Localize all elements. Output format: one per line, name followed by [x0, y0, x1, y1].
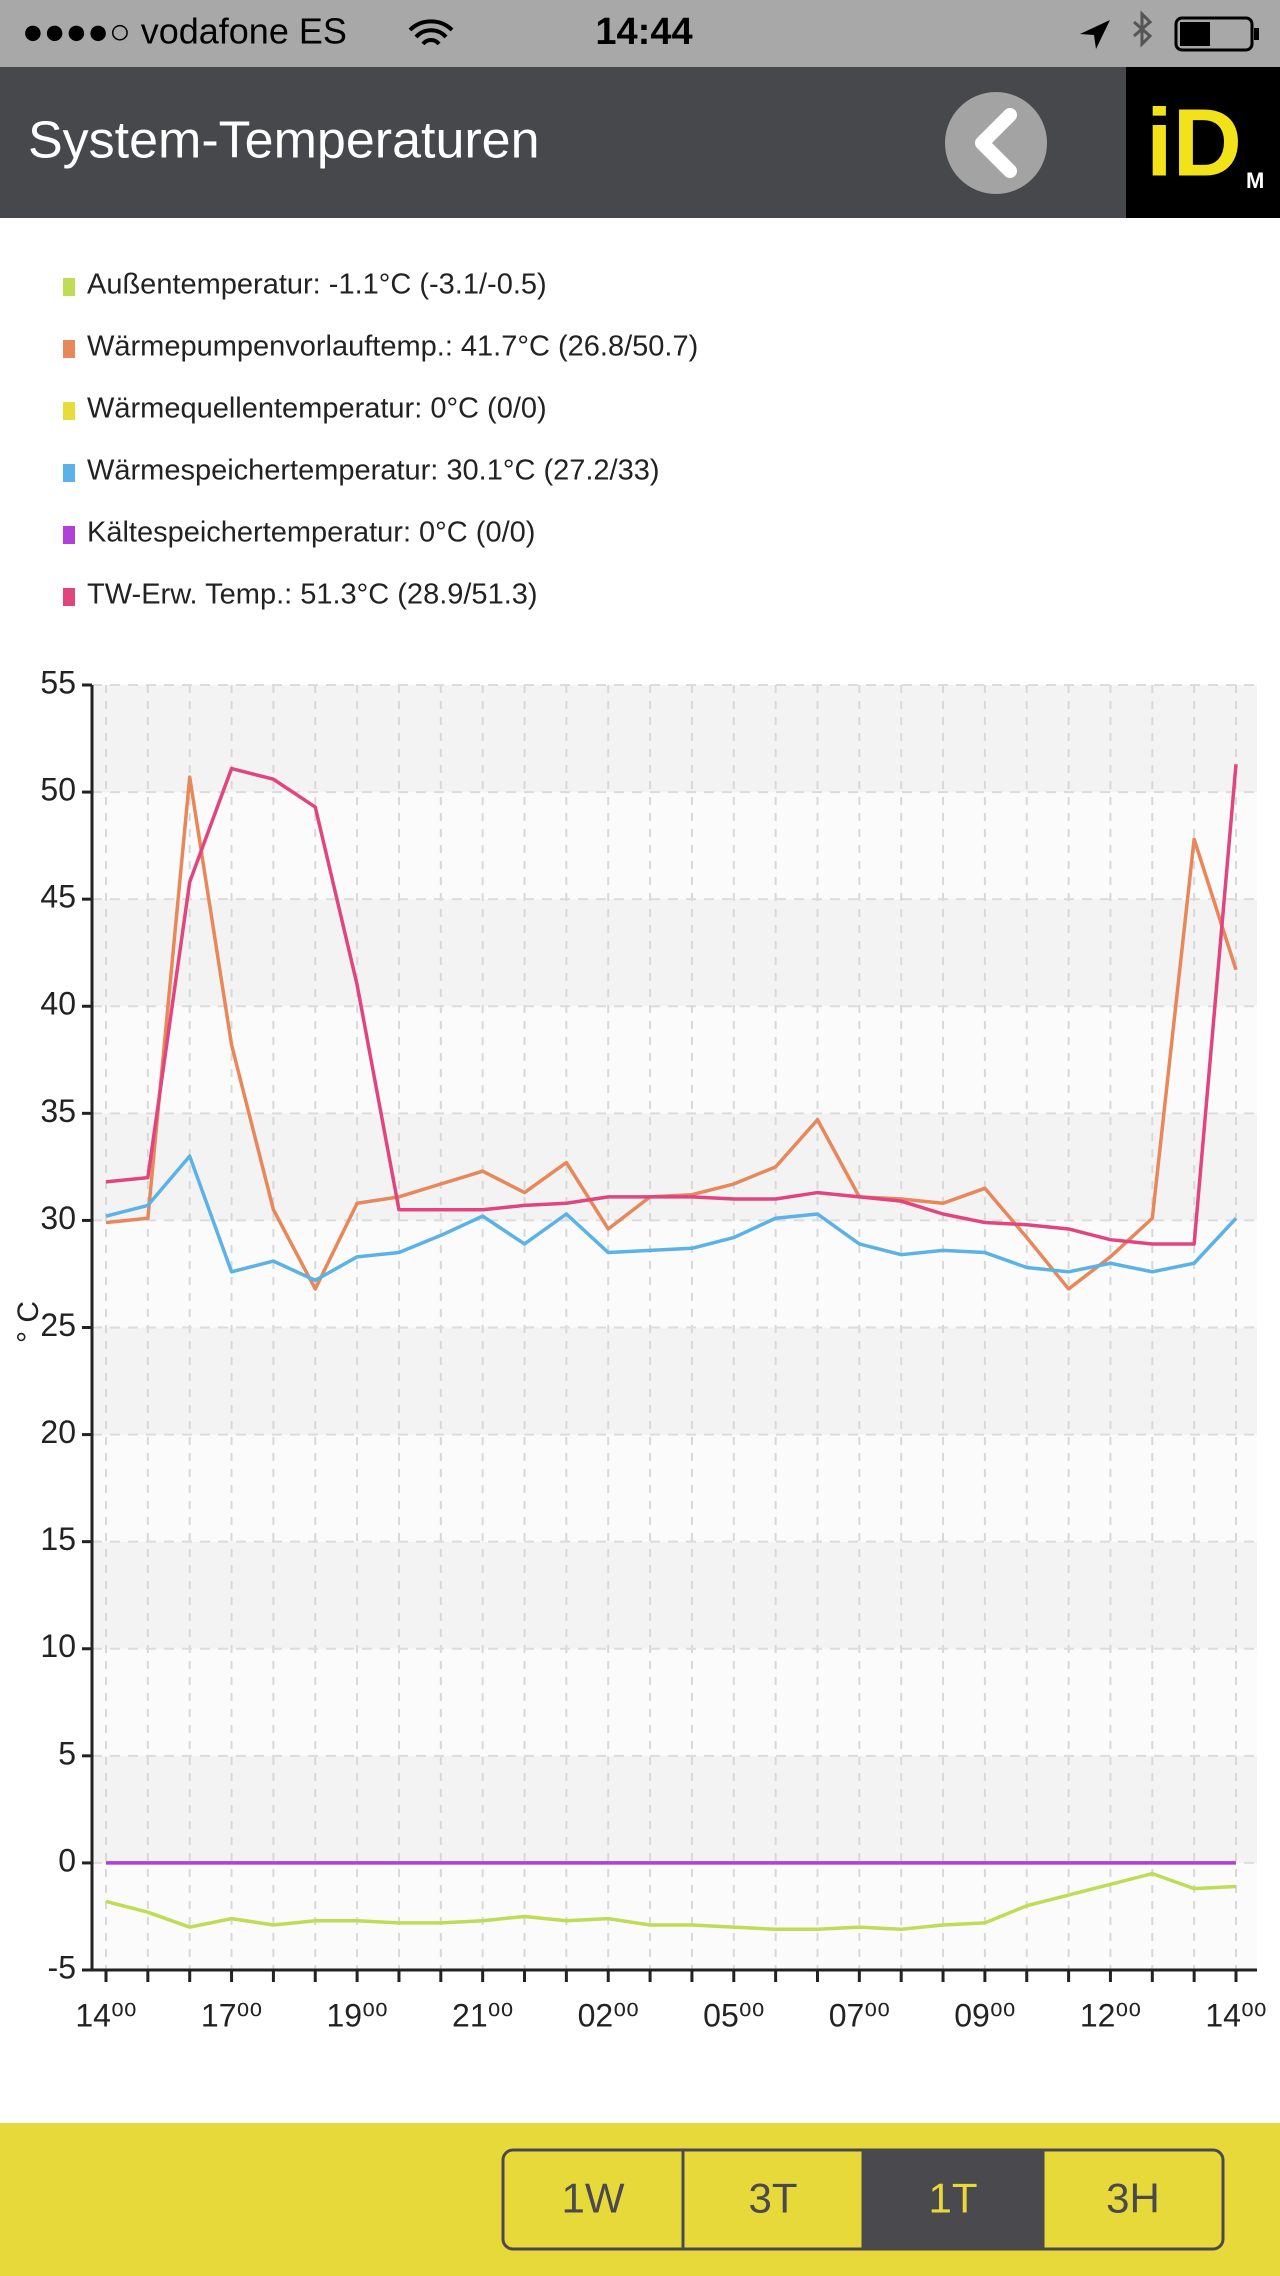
back-arrow — [975, 108, 1017, 178]
x-tick-label: 19⁰⁰ — [326, 1997, 387, 2033]
x-tick-label: 17⁰⁰ — [201, 1997, 262, 2033]
battery-level — [1180, 22, 1210, 46]
plot-band — [92, 1541, 1257, 1649]
y-tick-label: 5 — [58, 1735, 76, 1771]
legend-label: Wärmespeichertemperatur: 30.1°C (27.2/33… — [87, 455, 660, 487]
battery-tip — [1254, 28, 1259, 40]
legend-label: TW-Erw. Temp.: 51.3°C (28.9/51.3) — [87, 579, 538, 611]
logo-text: iD — [1146, 89, 1242, 196]
y-tick-label: 15 — [40, 1521, 76, 1557]
location-icon — [1080, 20, 1110, 49]
plot-band — [92, 1220, 1257, 1328]
plot-band — [92, 1327, 1257, 1435]
header — [0, 67, 1280, 218]
logo — [1126, 67, 1280, 218]
y-tick-label: 55 — [40, 664, 76, 700]
series-line — [105, 1154, 1238, 1283]
status-bar — [0, 0, 1280, 67]
battery — [1174, 16, 1254, 52]
y-axis-label: ° C — [12, 1301, 45, 1343]
x-tick-label: 14⁰⁰ — [75, 1997, 136, 2033]
y-tick-label: 10 — [40, 1628, 76, 1664]
y-tick-label: -5 — [48, 1949, 76, 1985]
plot-band — [92, 899, 1257, 1007]
y-tick-label: 40 — [40, 986, 76, 1022]
x-tick-label: 09⁰⁰ — [954, 1997, 1015, 2033]
carrier: ●●●●○ vodafone ES — [22, 11, 347, 52]
range-buttons: 1W 3T 1T 3H — [501, 2148, 1225, 2251]
x-tick-label: 05⁰⁰ — [703, 1997, 764, 2033]
plot-band — [92, 1434, 1257, 1542]
bluetooth-icon — [1133, 10, 1153, 48]
legend-swatch — [63, 526, 75, 544]
x-tick-label: 07⁰⁰ — [829, 1997, 890, 2033]
clock: 14:44 — [595, 11, 692, 53]
y-tick-label: 20 — [40, 1414, 76, 1450]
x-tick-label: 12⁰⁰ — [1080, 1997, 1141, 2033]
y-tick-label: 50 — [40, 772, 76, 808]
range-button-label: 3H — [1106, 2175, 1160, 2222]
y-tick-label: 0 — [58, 1842, 76, 1878]
legend-label: Kältespeichertemperatur: 0°C (0/0) — [87, 517, 535, 549]
legend-swatch — [63, 464, 75, 482]
plot-band — [92, 1648, 1257, 1756]
legend-swatch — [63, 340, 75, 358]
y-tick-label: 45 — [40, 879, 76, 915]
legend-swatch — [63, 278, 75, 296]
plot-band — [92, 685, 1257, 793]
legend-label: Wärmequellentemperatur: 0°C (0/0) — [87, 393, 547, 425]
wifi-icon — [408, 19, 454, 46]
legend: Außentemperatur: -1.1°C (-3.1/-0.5) Wärme… — [63, 269, 698, 611]
x-tick-label: 14⁰⁰ — [1205, 1997, 1266, 2033]
y-tick-label: 30 — [40, 1200, 76, 1236]
x-tick-label: 02⁰⁰ — [578, 1997, 639, 2033]
legend-swatch — [63, 588, 75, 606]
logo-sub: M — [1246, 168, 1264, 193]
legend-swatch — [63, 402, 75, 420]
back-button[interactable] — [945, 92, 1047, 194]
plot-area: -5 0 5 10 15 20 25 30 35 40 45 50 55 14⁰⁰ 17⁰⁰ 19⁰⁰ 21⁰⁰… — [40, 664, 1266, 2033]
legend-label: Wärmepumpenvorlauftemp.: 41.7°C (26.8/50… — [87, 331, 698, 363]
plot-band — [92, 792, 1257, 900]
y-tick-label: 35 — [40, 1093, 76, 1129]
y-tick-label: 25 — [40, 1307, 76, 1343]
series-line — [105, 764, 1238, 1246]
plot-band — [92, 1862, 1257, 1970]
range-button-selected[interactable] — [863, 2150, 1043, 2249]
plot-band — [92, 1113, 1257, 1221]
range-button-label: 3T — [748, 2175, 797, 2222]
series-line — [105, 1871, 1237, 1932]
range-button-label: 1T — [928, 2175, 977, 2222]
x-tick-label: 21⁰⁰ — [452, 1997, 513, 2033]
legend-label: Außentemperatur: -1.1°C (-3.1/-0.5) — [87, 269, 547, 301]
range-button-label: 1W — [562, 2175, 625, 2222]
header-title: System-Temperaturen — [28, 112, 540, 170]
plot-band — [92, 1755, 1257, 1863]
plot-band — [92, 1006, 1257, 1114]
